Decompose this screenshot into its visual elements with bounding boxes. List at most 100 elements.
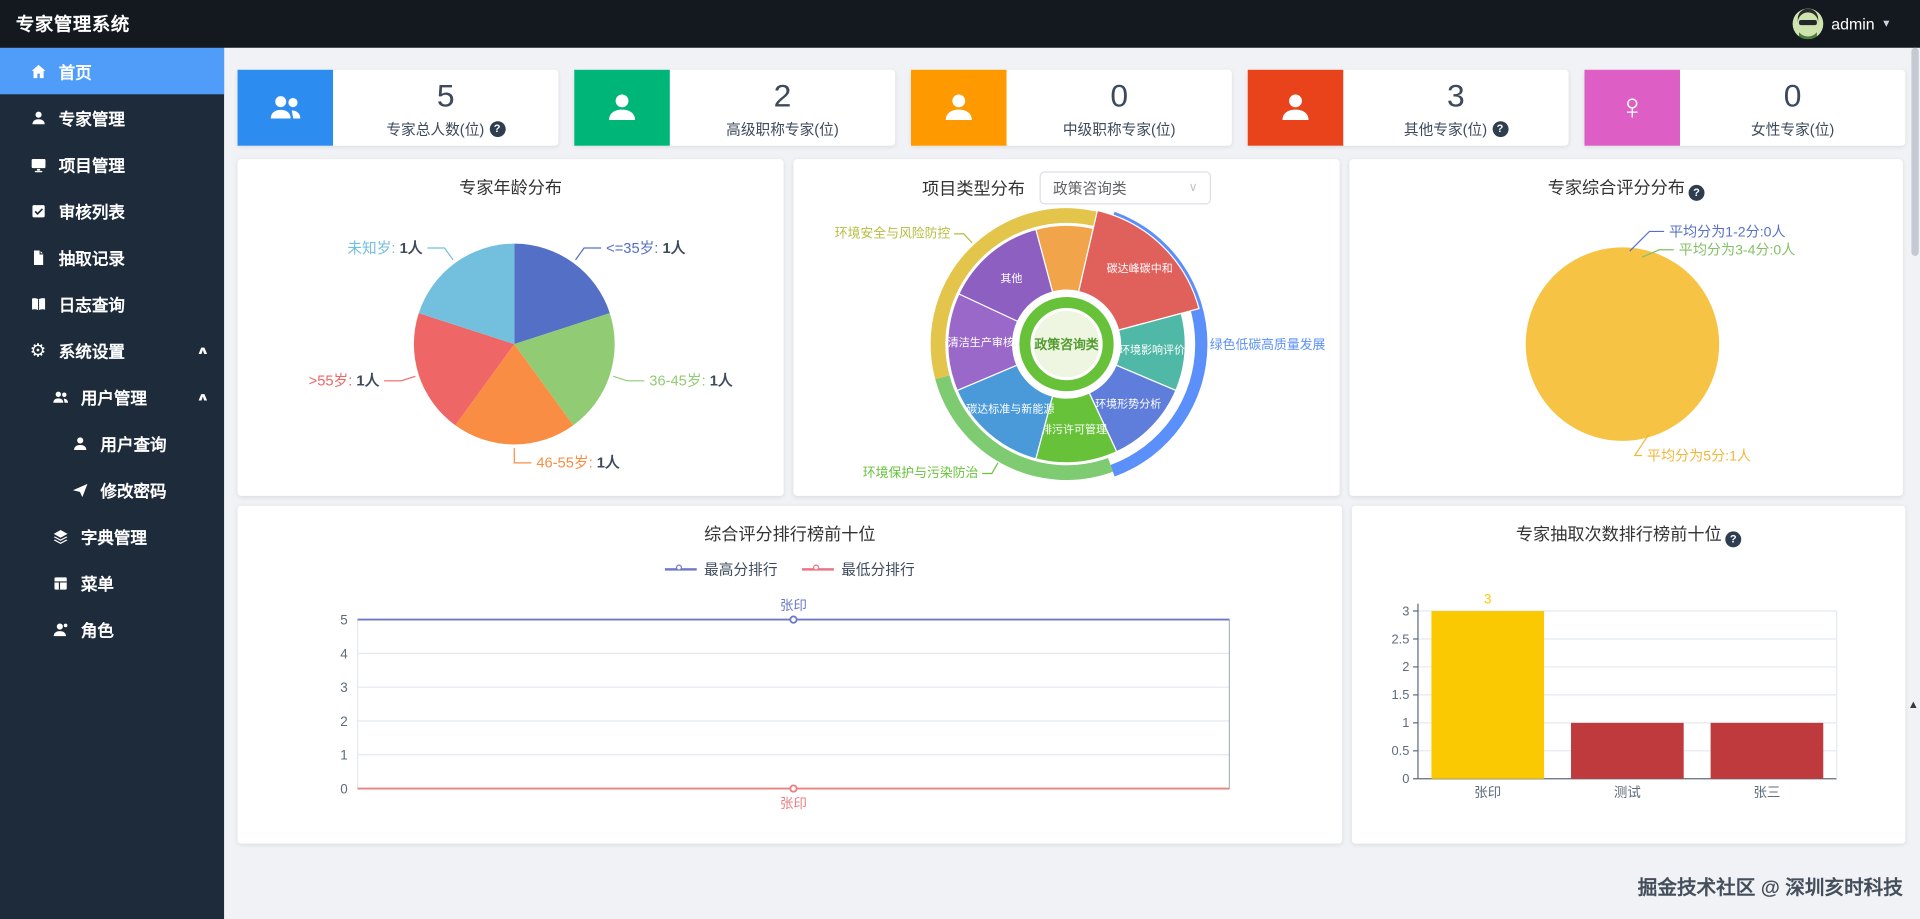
line-marker-icon (664, 563, 697, 570)
age-pie-chart: <=35岁: 1人 36-45岁: 1人 46-55岁: 1人 >55岁: 1人 未知岁… (309, 240, 733, 472)
stats-row: 5 专家总人数(位)? 2 高级职称专家(位) 0 中级职称专家(位) (237, 69, 1906, 146)
user-icon (28, 108, 48, 128)
svg-text:环境影响评价: 环境影响评价 (1119, 343, 1185, 357)
score-ranking-card: 综合评分排行榜前十位 最高分排行 最低分排行 0 1 2 3 4 5 张印 张印 (237, 505, 1343, 844)
svg-text:0: 0 (340, 781, 347, 796)
document-icon (28, 247, 48, 267)
draw-count-card: 专家抽取次数排行榜前十位? 0 0.5 1 1.5 2 2.5 3 3 张印 测试 张三 (1351, 505, 1906, 844)
sidebar-item-label: 抽取记录 (58, 249, 125, 269)
svg-text:清洁生产审核: 清洁生产审核 (948, 335, 1014, 349)
project-type-select[interactable]: 政策咨询类 ∨ (1039, 171, 1212, 205)
svg-text:4: 4 (340, 646, 348, 661)
chevron-down-icon: ▾ (1883, 17, 1890, 31)
stat-value: 0 (1110, 76, 1129, 114)
stat-card-total-experts: 5 专家总人数(位)? (237, 69, 559, 146)
chart-title: 项目类型分布 (922, 178, 1025, 198)
line-marker-icon (802, 563, 834, 570)
chart-title: 专家抽取次数排行榜前十位 (1515, 524, 1722, 544)
svg-text:其他: 其他 (1000, 272, 1022, 285)
sidebar-item-log-query[interactable]: 日志查询 (0, 280, 224, 327)
svg-text:0: 0 (1402, 771, 1409, 786)
table-icon (50, 573, 70, 593)
sidebar-item-label: 用户管理 (80, 389, 147, 408)
stat-value: 5 (436, 76, 455, 114)
chart-title: 专家年龄分布 (459, 177, 563, 198)
legend-item-max[interactable]: 最高分排行 (664, 558, 778, 579)
topbar: 专家管理系统 admin ▾ (0, 0, 1920, 48)
chevron-down-icon: ∨ (1188, 181, 1198, 195)
draw-count-bar-chart: 0 0.5 1 1.5 2 2.5 3 3 张印 测试 张三 (1392, 592, 1838, 800)
sidebar: 首页 专家管理 项目管理 审核列表 抽取记录 日志查询 ⚙ 系统设置 ∧ (0, 47, 225, 919)
check-square-icon (28, 201, 48, 221)
svg-text:平均分为5分:1人: 平均分为5分:1人 (1647, 447, 1751, 463)
sidebar-item-change-password[interactable]: 修改密码 (0, 467, 224, 514)
sidebar-item-draw-records[interactable]: 抽取记录 (0, 234, 224, 281)
users-icon (50, 387, 70, 407)
legend-item-min[interactable]: 最低分排行 (802, 558, 915, 579)
book-icon (28, 294, 48, 314)
home-icon (28, 61, 48, 81)
chevron-up-icon: ∧ (195, 343, 210, 356)
svg-text:张印: 张印 (780, 796, 807, 811)
help-icon[interactable]: ? (489, 120, 506, 137)
sidebar-item-user-query[interactable]: 用户查询 (0, 420, 224, 467)
stat-card-other-experts: 3 其他专家(位)? (1247, 69, 1569, 146)
sidebar-item-label: 系统设置 (58, 342, 125, 362)
help-icon[interactable]: ? (1725, 530, 1742, 547)
svg-text:未知岁: 1人: 未知岁: 1人 (347, 240, 422, 257)
user-icon (911, 69, 1007, 146)
svg-text:环境形势分析: 环境形势分析 (1095, 396, 1161, 410)
monitor-icon (28, 154, 48, 174)
svg-text:0.5: 0.5 (1392, 743, 1410, 758)
sidebar-item-label: 菜单 (80, 575, 114, 594)
sidebar-item-system-settings[interactable]: ⚙ 系统设置 ∧ (0, 327, 224, 374)
sidebar-item-projects[interactable]: 项目管理 (0, 141, 224, 188)
stat-label: 高级职称专家(位) (726, 120, 839, 138)
svg-text:>55岁: 1人: >55岁: 1人 (309, 373, 380, 390)
sidebar-item-home[interactable]: 首页 (0, 47, 225, 95)
sidebar-item-label: 修改密码 (100, 482, 167, 501)
help-icon[interactable]: ? (1492, 120, 1508, 137)
project-type-card: 项目类型分布 政策咨询类 ∨ 碳达峰碳中和 环境影响评价 环境形势分析 排污许可管理碳… (793, 159, 1340, 496)
user-icon (70, 433, 90, 453)
user-icon (574, 69, 670, 146)
chart-legend: 最高分排行 最低分排行 (238, 558, 1342, 579)
age-distribution-card: 专家年龄分布 <=35岁: 1人 36-45岁: 1人 46-55岁: 1人 >55岁… (237, 159, 784, 496)
svg-text:环境保护与污染防治: 环境保护与污染防治 (863, 465, 979, 480)
stat-value: 3 (1447, 76, 1465, 114)
sidebar-item-label: 用户查询 (100, 435, 167, 455)
sidebar-item-review-list[interactable]: 审核列表 (0, 187, 224, 234)
sidebar-item-dictionary[interactable]: 字典管理 (0, 513, 224, 560)
scroll-up-icon[interactable]: ▲ (1907, 697, 1919, 711)
chart-title: 综合评分排行榜前十位 (704, 524, 876, 544)
svg-text:绿色低碳高质量发展: 绿色低碳高质量发展 (1210, 337, 1326, 352)
svg-text:张三: 张三 (1753, 785, 1780, 800)
sidebar-item-menu[interactable]: 菜单 (0, 560, 224, 607)
sidebar-item-label: 项目管理 (58, 156, 125, 176)
sidebar-item-label: 首页 (58, 63, 92, 83)
layers-icon (50, 527, 70, 547)
svg-text:2: 2 (1402, 659, 1409, 674)
stat-label: 中级职称专家(位) (1062, 120, 1176, 138)
svg-text:36-45岁: 1人: 36-45岁: 1人 (649, 373, 733, 390)
sidebar-item-roles[interactable]: 角色 (0, 606, 224, 653)
scrollbar-thumb[interactable] (1911, 47, 1919, 256)
sidebar-item-label: 字典管理 (80, 528, 147, 548)
sidebar-item-user-management[interactable]: 用户管理 ∧ (0, 373, 224, 420)
user-menu[interactable]: admin ▾ (1792, 8, 1890, 40)
sidebar-item-experts[interactable]: 专家管理 (0, 94, 224, 141)
stat-card-senior-experts: 2 高级职称专家(位) (574, 69, 896, 146)
svg-text:3: 3 (1402, 603, 1409, 618)
gear-icon: ⚙ (29, 339, 47, 361)
svg-text:碳达标准与新能源: 碳达标准与新能源 (966, 401, 1054, 415)
svg-text:碳达峰碳中和: 碳达峰碳中和 (1107, 261, 1173, 275)
help-icon[interactable]: ? (1688, 184, 1705, 201)
svg-text:2: 2 (340, 714, 347, 729)
svg-text:3: 3 (340, 680, 347, 695)
svg-text:张印: 张印 (780, 598, 807, 613)
stat-value: 0 (1783, 76, 1802, 114)
users-icon (237, 69, 334, 146)
charts-row-1: 专家年龄分布 <=35岁: 1人 36-45岁: 1人 46-55岁: 1人 >55岁… (237, 159, 1906, 496)
svg-text:5: 5 (340, 612, 347, 627)
svg-text:46-55岁: 1人: 46-55岁: 1人 (536, 455, 620, 472)
